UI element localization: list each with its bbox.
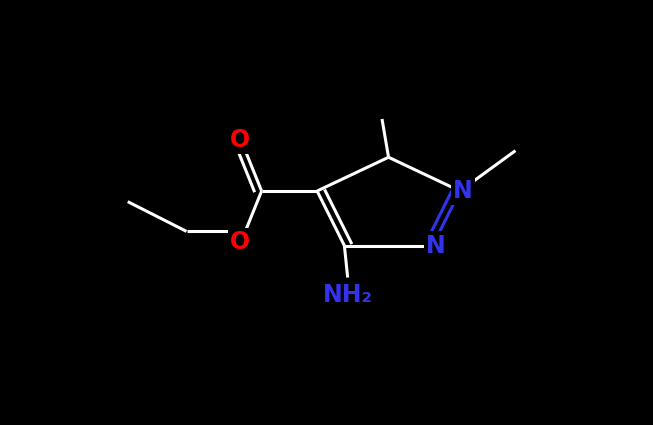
Text: O: O	[230, 128, 250, 152]
Text: NH₂: NH₂	[323, 283, 373, 306]
Text: O: O	[230, 230, 250, 254]
Text: N: N	[426, 234, 446, 258]
Text: N: N	[453, 179, 473, 203]
